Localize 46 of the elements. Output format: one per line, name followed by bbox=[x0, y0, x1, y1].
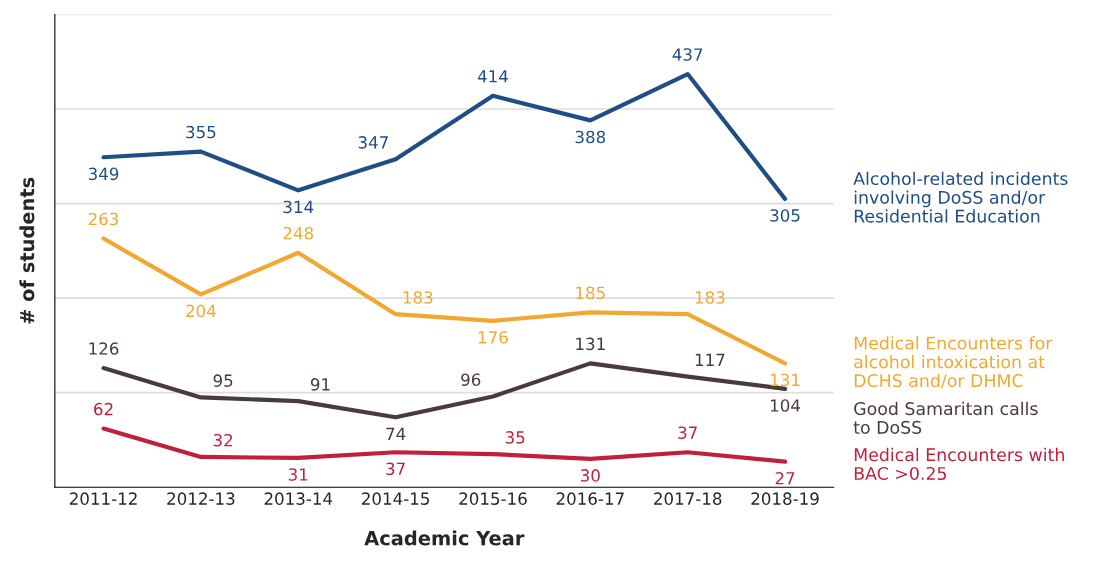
text: Alcohol-related incidents involving DoSS and/or Residential Education bbox=[853, 171, 1068, 223]
data-label: 248 bbox=[283, 226, 314, 240]
data-label: 131 bbox=[576, 337, 605, 351]
data-label: 35 bbox=[505, 431, 525, 444]
data-label: 74 bbox=[386, 427, 406, 440]
data-label: 414 bbox=[477, 70, 508, 83]
x-tick-label: 2011-12 bbox=[69, 492, 137, 505]
text: Medical Encounters with BAC >0.25 bbox=[854, 447, 1064, 481]
x-tick-label: 2014-15 bbox=[362, 492, 429, 505]
data-label: 30 bbox=[580, 469, 600, 482]
data-label: 91 bbox=[310, 378, 330, 391]
data-label: 104 bbox=[770, 399, 801, 412]
data-label: 388 bbox=[575, 130, 606, 144]
data-label: 32 bbox=[213, 433, 233, 447]
data-label: 126 bbox=[89, 342, 119, 355]
data-label: 355 bbox=[186, 125, 216, 139]
x-tick-label: 2015-16 bbox=[459, 492, 527, 505]
data-label: 131 bbox=[770, 373, 800, 387]
data-label: 37 bbox=[386, 462, 405, 476]
data-label: 95 bbox=[213, 374, 233, 387]
data-label: 314 bbox=[283, 200, 314, 214]
data-label: 204 bbox=[186, 304, 216, 318]
text: Medical Encounters for alcohol intoxication at DCHS and/or DHMC bbox=[854, 336, 1053, 389]
data-label: 37 bbox=[678, 426, 697, 439]
x-tick-label: 2016-17 bbox=[556, 492, 624, 505]
x-tick-label: 2013-14 bbox=[264, 492, 333, 505]
data-label: 31 bbox=[288, 468, 308, 481]
data-label: 27 bbox=[775, 471, 795, 485]
x-tick-label: 2018-19 bbox=[751, 492, 819, 505]
data-label: 62 bbox=[94, 402, 113, 416]
data-label: 349 bbox=[88, 167, 119, 181]
data-label: 437 bbox=[672, 48, 703, 61]
x-axis-title: Academic Year bbox=[364, 530, 525, 546]
data-label: 176 bbox=[478, 331, 508, 344]
data-label: 117 bbox=[695, 353, 725, 366]
data-label: 263 bbox=[88, 212, 119, 226]
data-label: 183 bbox=[403, 291, 433, 304]
x-tick-label: 2012-13 bbox=[167, 492, 235, 505]
x-tick-label: 2017-18 bbox=[654, 492, 722, 505]
y-axis-title: # of students bbox=[19, 177, 35, 324]
data-label: 183 bbox=[695, 291, 725, 304]
data-label: 96 bbox=[461, 373, 481, 386]
data-label: 185 bbox=[576, 286, 605, 300]
data-label: 305 bbox=[770, 209, 800, 222]
text: Good Samaritan calls to DoSS bbox=[853, 401, 1038, 434]
data-label: 347 bbox=[358, 136, 388, 149]
